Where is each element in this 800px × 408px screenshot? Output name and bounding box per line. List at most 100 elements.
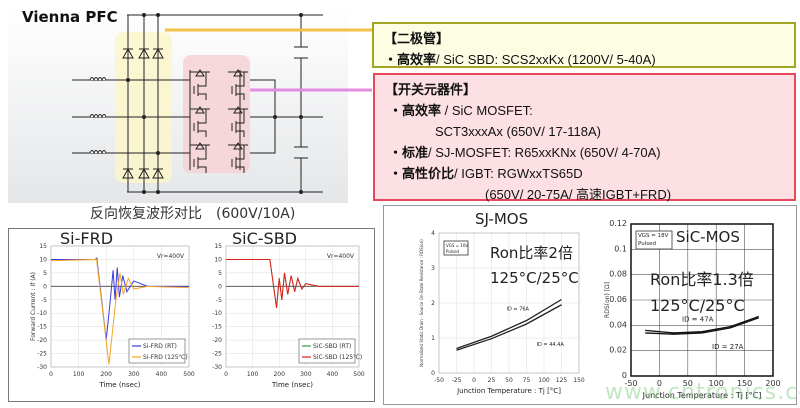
plot-area bbox=[50, 245, 190, 368]
switch-info-box: 【开关元器件】 ・高效率 / SiC MOSFET: SCT3xxxAx (65… bbox=[373, 73, 796, 202]
x-tick-label: 0 bbox=[49, 371, 53, 378]
x-tick-label: 100 bbox=[247, 371, 259, 378]
mosfet-icon bbox=[190, 69, 210, 100]
watermark: www.cntronics.com bbox=[605, 380, 800, 405]
y-tick-label: -25 bbox=[212, 351, 222, 358]
series-line bbox=[645, 315, 760, 334]
y-tick-label: 0 bbox=[43, 283, 47, 290]
y-tick-label: 4 bbox=[431, 230, 435, 237]
y-tick-label: -10 bbox=[37, 310, 47, 317]
inductor-icon bbox=[89, 150, 107, 155]
x-axis-label: Time (nsec) bbox=[98, 381, 140, 389]
y-tick-label: -15 bbox=[212, 324, 222, 331]
condition-label: VGS = 10V bbox=[446, 243, 468, 248]
y-tick-label: 0.02 bbox=[609, 346, 627, 355]
y-tick-label: 0.1 bbox=[614, 244, 627, 253]
mosfet-icon bbox=[190, 106, 210, 137]
y-tick-label: -30 bbox=[37, 364, 47, 371]
mosfet-icon bbox=[228, 142, 248, 173]
x-tick-label: 400 bbox=[156, 371, 168, 378]
x-tick-label: 25 bbox=[488, 377, 496, 384]
y-tick-label: 0.06 bbox=[609, 295, 627, 304]
chart-title: SiC-MOS bbox=[676, 228, 740, 246]
chart-si-frd: 0 100 200 300 400 500 15 10 5 0 -5 -10 -15 -20 -25 -30 S… bbox=[30, 229, 195, 389]
diode-icon bbox=[152, 47, 164, 59]
condition-box bbox=[635, 230, 673, 250]
x-tick-label: -50 bbox=[624, 379, 637, 388]
x-tick-label: 300 bbox=[300, 371, 312, 378]
y-tick-label: 0.04 bbox=[609, 320, 627, 329]
y-tick-label: 0 bbox=[431, 370, 435, 377]
plot-area bbox=[438, 232, 580, 374]
diode-icon bbox=[138, 167, 150, 179]
diode-heading: 【二极管】 bbox=[384, 31, 450, 46]
y-tick-label: 5 bbox=[43, 270, 47, 277]
sic-spec: / SiC MOSFET: bbox=[441, 103, 533, 118]
condition-label: VGS = 18V bbox=[638, 233, 669, 239]
ron-annotation: 125°C/25°C bbox=[490, 269, 579, 287]
recovery-waveform-panel bbox=[8, 228, 375, 402]
annotation: Vr=400V bbox=[157, 253, 185, 260]
x-tick-label: 75 bbox=[523, 377, 531, 384]
series-label: ID = 44.4A bbox=[537, 342, 565, 348]
x-tick-label: -25 bbox=[452, 377, 462, 384]
igbt-label: ・高性价比 bbox=[389, 166, 455, 181]
diode-icon bbox=[122, 47, 134, 59]
y-axis-label: Normalized Static Drain - Source On-Stat… bbox=[419, 239, 424, 367]
diode-icon bbox=[152, 167, 164, 179]
sj-label: ・标准 bbox=[389, 145, 429, 160]
x-axis-label: Junction Temperature : Tj [°C] bbox=[456, 387, 561, 395]
y-tick-label: -15 bbox=[37, 324, 47, 331]
series-line bbox=[51, 257, 189, 341]
y-tick-label: -5 bbox=[216, 297, 222, 304]
x-tick-label: 125 bbox=[556, 377, 568, 384]
y-tick-label: 0.12 bbox=[609, 219, 627, 228]
x-tick-label: -50 bbox=[434, 377, 444, 384]
series-line bbox=[456, 304, 562, 351]
condition-label: Pulsed bbox=[446, 249, 460, 254]
y-tick-label: 5 bbox=[218, 270, 222, 277]
mosfet-icon bbox=[228, 106, 248, 137]
legend bbox=[298, 338, 356, 364]
y-axis-label: Forward Current : If (A) bbox=[30, 272, 37, 341]
diode-icon bbox=[122, 167, 134, 179]
y-tick-label: 0 bbox=[218, 283, 222, 290]
sj-spec: / SJ-MOSFET: R65xxKNx (650V/ 4-70A) bbox=[428, 145, 661, 160]
x-tick-label: 0 bbox=[472, 377, 476, 384]
x-tick-label: 0 bbox=[224, 371, 228, 378]
sic-label: ・高效率 bbox=[389, 103, 442, 118]
chart-title: SJ-MOS bbox=[475, 210, 528, 228]
mosfet-icon bbox=[228, 69, 248, 100]
page-title: Vienna PFC bbox=[22, 8, 118, 26]
y-tick-label: -5 bbox=[41, 297, 47, 304]
condition-box bbox=[443, 240, 469, 256]
waveform-caption: 反向恢复波形对比 (600V/10A) bbox=[90, 206, 296, 222]
inductor-icon bbox=[89, 77, 107, 82]
y-tick-label: 3 bbox=[431, 265, 435, 272]
y-tick-label: -10 bbox=[212, 310, 222, 317]
y-tick-label: 1 bbox=[431, 335, 435, 342]
chart-sic-sbd: 0 100 200 300 400 500 15 10 5 0 -5 -10 -15 -20 -25 -30 S… bbox=[212, 229, 365, 389]
x-tick-label: 100 bbox=[73, 371, 85, 378]
y-tick-label: 0 bbox=[622, 371, 627, 380]
igbt-part: (650V/ 20-75A/ 高速IGBT+FRD) bbox=[485, 187, 672, 202]
series-line bbox=[50, 258, 190, 365]
ron-annotation: 125°C/25°C bbox=[650, 296, 745, 315]
chart-title: Si-FRD bbox=[60, 229, 113, 248]
y-tick-label: 2 bbox=[431, 300, 435, 307]
y-tick-label: -30 bbox=[212, 364, 222, 371]
switch-heading: 【开关元器件】 bbox=[385, 82, 477, 97]
y-tick-label: 10 bbox=[39, 256, 47, 263]
y-tick-label: -20 bbox=[212, 337, 222, 344]
y-tick-label: 10 bbox=[214, 256, 222, 263]
series-label: ID = 27A bbox=[712, 343, 744, 351]
y-axis-label: RDS(on) [Ω] bbox=[604, 282, 611, 318]
igbt-spec: / IGBT: RGWxxTS65D bbox=[454, 166, 583, 181]
legend bbox=[128, 338, 186, 364]
x-tick-label: 500 bbox=[183, 371, 195, 378]
ron-annotation: Ron比率1.3倍 bbox=[650, 270, 754, 289]
inductor-icon bbox=[89, 114, 107, 119]
chart-title: SiC-SBD bbox=[232, 229, 297, 248]
x-axis-label: Junction Temperature : Tj [°C] bbox=[642, 391, 762, 400]
